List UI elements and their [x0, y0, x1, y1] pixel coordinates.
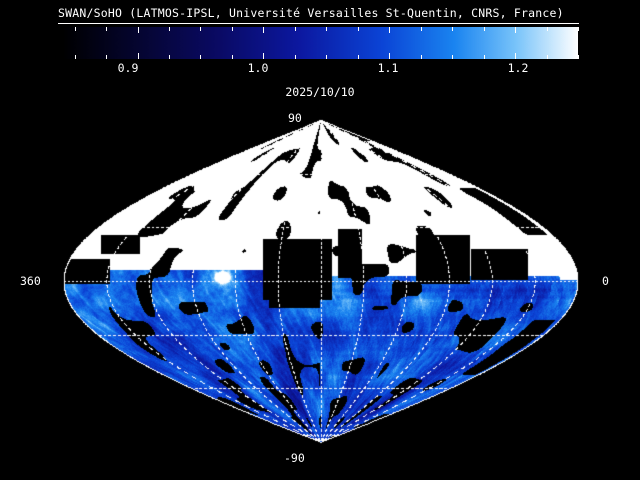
colorbar-tick — [389, 27, 390, 33]
colorbar-tick-label: 1.0 — [247, 61, 269, 75]
colorbar-tick — [106, 27, 107, 31]
axis-label-longitude-0: 0 — [602, 274, 609, 288]
colorbar-tick — [106, 55, 107, 59]
sky-map-canvas — [0, 108, 640, 480]
colorbar-tick — [547, 55, 548, 59]
colorbar-tick — [200, 27, 201, 31]
title-underline — [58, 23, 579, 24]
colorbar-tick — [263, 27, 264, 33]
colorbar-tick-label: 1.2 — [507, 61, 529, 75]
colorbar-gradient — [62, 27, 578, 59]
colorbar-tick — [578, 55, 579, 59]
colorbar-tick — [452, 27, 453, 31]
colorbar-tick — [578, 27, 579, 31]
colorbar-tick — [515, 53, 516, 59]
colorbar-tick — [75, 55, 76, 59]
colorbar-tick — [138, 53, 139, 59]
colorbar-tick — [484, 27, 485, 31]
axis-label-south: -90 — [284, 451, 305, 465]
page-title: SWAN/SoHO (LATMOS-IPSL, Université Versa… — [58, 6, 564, 20]
colorbar-tick — [75, 27, 76, 31]
colorbar-tick — [295, 55, 296, 59]
colorbar-tick-labels: 0.9 1.0 1.1 1.2 — [0, 61, 640, 77]
colorbar-tick — [452, 55, 453, 59]
sky-map: 90 -90 360 0 — [0, 108, 640, 480]
colorbar-tick — [138, 27, 139, 33]
colorbar-tick — [169, 55, 170, 59]
colorbar-tick — [169, 27, 170, 31]
colorbar-tick — [200, 55, 201, 59]
axis-label-north: 90 — [288, 111, 302, 125]
colorbar-tick — [232, 27, 233, 31]
title-block: SWAN/SoHO (LATMOS-IPSL, Université Versa… — [58, 6, 580, 26]
colorbar-tick — [358, 27, 359, 31]
colorbar-tick — [421, 27, 422, 31]
colorbar-tick-label: 1.1 — [377, 61, 399, 75]
colorbar-tick — [232, 55, 233, 59]
colorbar-tick — [358, 55, 359, 59]
colorbar-tick — [389, 53, 390, 59]
observation-date: 2025/10/10 — [285, 85, 355, 99]
colorbar — [62, 27, 579, 59]
colorbar-tick — [515, 27, 516, 33]
axis-label-longitude-360: 360 — [20, 274, 41, 288]
colorbar-tick — [547, 27, 548, 31]
colorbar-tick — [326, 27, 327, 31]
colorbar-tick — [421, 55, 422, 59]
colorbar-tick — [263, 53, 264, 59]
colorbar-tick — [295, 27, 296, 31]
colorbar-tick — [326, 55, 327, 59]
colorbar-tick-label: 0.9 — [117, 61, 139, 75]
colorbar-tick — [484, 55, 485, 59]
